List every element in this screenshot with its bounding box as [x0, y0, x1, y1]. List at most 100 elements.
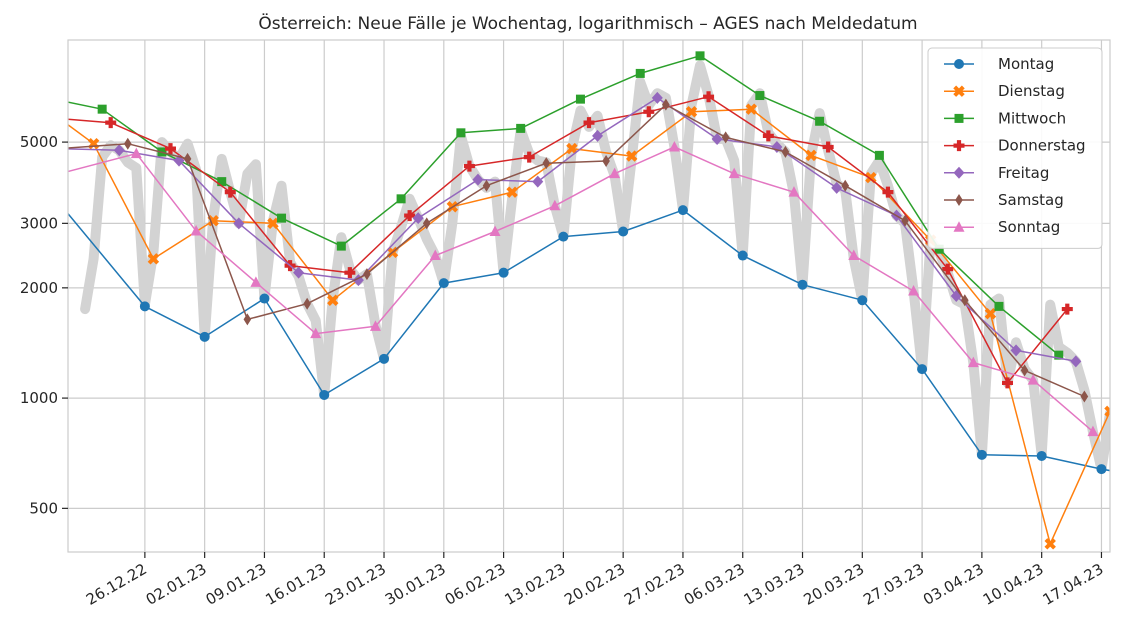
data-point	[1002, 377, 1014, 389]
series-montag	[68, 205, 1110, 475]
data-point	[822, 141, 834, 153]
data-point	[472, 173, 484, 186]
series-layer	[68, 51, 1110, 550]
data-point	[190, 224, 202, 236]
data-point	[489, 225, 501, 237]
data-point	[369, 320, 381, 331]
data-point	[404, 210, 416, 222]
data-point	[737, 250, 748, 261]
data-point	[695, 51, 705, 61]
data-point	[558, 231, 569, 242]
legend-item: Donnerstag	[944, 137, 1086, 155]
data-point	[882, 186, 894, 198]
data-point	[506, 186, 518, 198]
legend: Montag Dienstag Mittwoch Donnerstag Freitag S…	[927, 47, 1103, 249]
data-point	[609, 167, 621, 179]
data-point	[583, 117, 595, 129]
data-point	[984, 307, 997, 320]
legend-marker	[954, 113, 964, 123]
data-point	[243, 313, 252, 326]
data-point	[618, 226, 629, 237]
series-sonntag	[68, 140, 1099, 437]
data-point	[831, 181, 843, 194]
data-point	[97, 104, 107, 114]
data-point	[841, 179, 850, 192]
legend-item: Freitag	[944, 164, 1049, 182]
data-point	[336, 241, 346, 251]
data-point	[755, 91, 765, 101]
legend-box	[927, 47, 1103, 249]
series-donnerstag	[68, 91, 1073, 389]
data-point	[668, 140, 680, 152]
y-tick-label: 1000	[20, 389, 58, 407]
data-point	[412, 212, 424, 225]
series-line	[68, 95, 1068, 384]
data-point	[310, 327, 322, 339]
data-point	[456, 128, 466, 138]
legend-label: Samstag	[998, 191, 1064, 209]
data-point	[267, 217, 279, 230]
y-axis: 500 1000 2000 3000 5000	[20, 133, 68, 517]
legend-marker	[954, 59, 964, 69]
series-freitag	[68, 91, 1082, 368]
data-point	[327, 294, 339, 306]
data-point	[805, 149, 817, 162]
data-point	[703, 91, 715, 103]
data-point	[566, 142, 578, 155]
data-point	[1020, 364, 1029, 377]
data-point	[259, 293, 270, 304]
plot-frame	[67, 39, 1111, 553]
data-point	[961, 294, 969, 307]
legend-item: Montag	[944, 55, 1054, 73]
data-point	[865, 171, 877, 184]
y-tick-label: 2000	[20, 279, 58, 297]
data-point	[438, 278, 449, 289]
legend-label: Freitag	[998, 164, 1049, 182]
data-point	[224, 186, 236, 198]
series-samstag	[68, 98, 1089, 403]
data-point	[105, 117, 117, 129]
data-point	[592, 129, 604, 142]
data-point	[396, 194, 406, 204]
data-point	[685, 106, 698, 118]
data-point	[967, 356, 979, 368]
data-point	[498, 267, 509, 278]
data-point	[549, 199, 561, 211]
data-point	[662, 98, 670, 111]
data-point	[994, 301, 1004, 311]
data-point	[942, 263, 954, 275]
data-point	[901, 214, 909, 227]
data-point	[651, 91, 663, 104]
data-point	[1104, 405, 1110, 418]
data-point	[344, 267, 356, 279]
legend-marker	[953, 85, 965, 97]
legend-item: Dienstag	[944, 82, 1065, 100]
legend-item: Mittwoch	[944, 109, 1066, 127]
data-point	[917, 364, 928, 375]
legend-label: Dienstag	[998, 82, 1065, 100]
data-point	[139, 301, 150, 312]
data-point	[677, 205, 688, 216]
data-point	[463, 160, 475, 172]
data-point	[523, 151, 535, 163]
data-point	[516, 123, 526, 133]
legend-label: Montag	[998, 55, 1054, 73]
data-point	[602, 154, 610, 167]
data-point	[1054, 350, 1064, 360]
data-point	[635, 68, 645, 78]
y-tick-label: 500	[29, 499, 58, 517]
legend-marker	[953, 221, 965, 232]
data-point	[277, 213, 287, 223]
data-point	[199, 331, 210, 342]
data-point	[482, 179, 491, 192]
legend-marker	[953, 140, 965, 152]
legend-label: Mittwoch	[998, 109, 1066, 127]
legend-label: Donnerstag	[998, 137, 1086, 155]
data-point	[781, 145, 790, 158]
data-point	[1010, 344, 1022, 357]
y-tick-label: 5000	[20, 133, 58, 151]
legend-item: Samstag	[944, 191, 1064, 209]
data-point	[250, 276, 262, 287]
data-point	[848, 249, 860, 261]
